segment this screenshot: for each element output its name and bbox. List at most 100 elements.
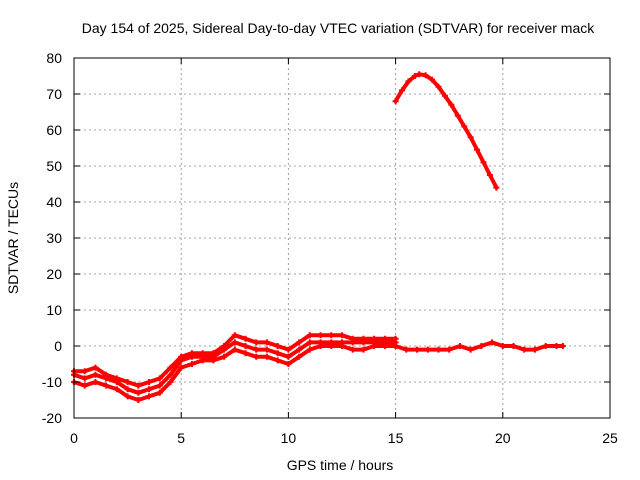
y-tick-label: -10 bbox=[42, 374, 62, 390]
x-tick-label: 20 bbox=[495, 430, 511, 446]
data-point bbox=[448, 101, 455, 108]
data-point bbox=[542, 343, 549, 349]
y-axis: -20 -10 0 10 20 30 40 50 60 70 80 bbox=[42, 50, 610, 426]
data-point bbox=[253, 346, 260, 353]
data-point bbox=[317, 332, 324, 339]
data-point bbox=[103, 375, 110, 382]
data-point bbox=[188, 353, 195, 360]
y-axis-label: SDTVAR / TECUs bbox=[5, 182, 21, 294]
data-point bbox=[156, 389, 163, 396]
series-line bbox=[72, 344, 398, 402]
data-point bbox=[210, 353, 217, 360]
y-tick-label: 50 bbox=[46, 158, 62, 174]
series-low-elevation-band-lower bbox=[71, 343, 399, 403]
data-point bbox=[113, 379, 120, 385]
data-point bbox=[274, 343, 281, 349]
data-point bbox=[274, 357, 281, 364]
series-high-arc bbox=[392, 71, 500, 191]
data-point bbox=[306, 339, 313, 346]
x-tick-label: 5 bbox=[177, 430, 185, 446]
data-point bbox=[296, 346, 303, 353]
data-point bbox=[178, 357, 185, 364]
y-tick-label: 10 bbox=[46, 302, 62, 318]
data-point bbox=[167, 379, 174, 385]
data-point bbox=[486, 172, 493, 178]
data-point bbox=[167, 364, 174, 371]
data-point bbox=[263, 339, 270, 346]
data-point bbox=[306, 332, 313, 339]
data-point bbox=[296, 353, 303, 360]
data-point bbox=[285, 353, 292, 360]
data-point bbox=[392, 343, 399, 349]
data-point bbox=[328, 332, 335, 339]
data-point bbox=[392, 98, 399, 105]
series-mid-series bbox=[71, 339, 399, 396]
data-point bbox=[113, 386, 120, 393]
data-point bbox=[242, 343, 249, 349]
data-point bbox=[493, 184, 500, 191]
series-late-series bbox=[392, 339, 566, 353]
data-point bbox=[135, 397, 142, 403]
data-point bbox=[156, 382, 163, 389]
data-point bbox=[328, 339, 335, 346]
data-point bbox=[231, 332, 238, 339]
chart-title: Day 154 of 2025, Sidereal Day-to-day VTE… bbox=[82, 20, 595, 36]
x-axis-label: GPS time / hours bbox=[287, 457, 394, 473]
data-point bbox=[371, 339, 378, 346]
data-point bbox=[81, 382, 88, 389]
data-point bbox=[339, 332, 345, 339]
data-point bbox=[559, 343, 566, 349]
data-point bbox=[531, 346, 538, 353]
data-point bbox=[92, 364, 99, 371]
data-point bbox=[124, 386, 131, 393]
data-point bbox=[446, 346, 453, 353]
data-point bbox=[422, 72, 429, 79]
data-point bbox=[403, 346, 410, 353]
data-point bbox=[242, 350, 249, 357]
y-tick-label: 30 bbox=[46, 230, 62, 246]
data-point bbox=[467, 346, 474, 353]
data-point bbox=[405, 78, 412, 85]
data-point bbox=[221, 353, 228, 360]
data-point bbox=[242, 335, 249, 342]
data-point bbox=[92, 371, 99, 378]
data-point bbox=[274, 350, 281, 357]
data-point bbox=[414, 346, 421, 353]
data-point bbox=[381, 339, 388, 346]
x-tick-label: 10 bbox=[281, 430, 297, 446]
data-point bbox=[231, 346, 238, 353]
grid bbox=[74, 58, 610, 418]
data-point bbox=[441, 92, 448, 99]
data-point bbox=[285, 361, 292, 367]
data-point bbox=[253, 339, 260, 346]
data-point bbox=[146, 393, 153, 400]
data-point bbox=[349, 346, 356, 353]
data-point bbox=[360, 346, 367, 353]
data-point bbox=[349, 339, 356, 346]
data-point bbox=[167, 371, 174, 378]
data-point bbox=[253, 353, 260, 360]
x-tick-label: 0 bbox=[70, 430, 78, 446]
data-point bbox=[429, 76, 436, 83]
data-point bbox=[263, 346, 270, 353]
data-point bbox=[454, 112, 461, 119]
y-tick-label: 0 bbox=[54, 338, 62, 354]
data-point bbox=[360, 339, 367, 346]
data-point bbox=[478, 343, 485, 349]
data-point bbox=[416, 71, 423, 78]
data-point bbox=[553, 343, 560, 349]
data-point bbox=[474, 146, 481, 153]
data-point bbox=[178, 364, 185, 371]
data-point bbox=[424, 346, 431, 353]
data-point bbox=[135, 389, 142, 396]
data-point bbox=[92, 379, 99, 385]
x-axis: 0 5 10 15 20 25 bbox=[70, 58, 618, 446]
y-tick-label: 70 bbox=[46, 86, 62, 102]
data-point bbox=[435, 346, 442, 353]
data-point bbox=[467, 134, 474, 141]
data-point bbox=[499, 343, 506, 349]
y-tick-label: 40 bbox=[46, 194, 62, 210]
data-point bbox=[81, 368, 88, 375]
data-point bbox=[489, 339, 496, 346]
data-point bbox=[231, 339, 238, 346]
